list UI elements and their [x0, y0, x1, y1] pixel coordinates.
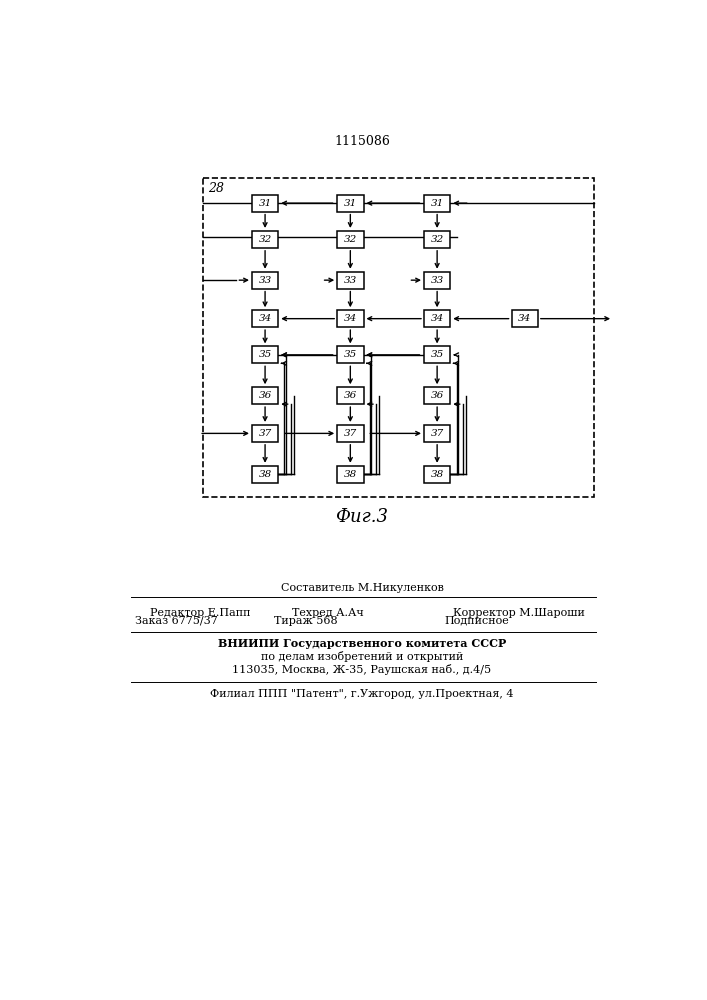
Text: 32: 32 — [344, 235, 357, 244]
Text: 36: 36 — [344, 391, 357, 400]
Bar — [252, 272, 279, 289]
Text: Корректор М.Шароши: Корректор М.Шароши — [452, 608, 585, 618]
Text: 33: 33 — [431, 276, 444, 285]
Bar — [424, 195, 450, 212]
Bar — [252, 195, 279, 212]
Bar — [424, 310, 450, 327]
Text: 28: 28 — [208, 182, 223, 195]
Text: 31: 31 — [344, 199, 357, 208]
Bar — [337, 310, 363, 327]
Text: 34: 34 — [259, 314, 271, 323]
Text: 33: 33 — [259, 276, 271, 285]
Text: 38: 38 — [344, 470, 357, 479]
Bar — [424, 272, 450, 289]
Text: 32: 32 — [431, 235, 444, 244]
Text: 33: 33 — [344, 276, 357, 285]
Text: 34: 34 — [431, 314, 444, 323]
Bar — [424, 387, 450, 404]
Text: 35: 35 — [259, 350, 271, 359]
Text: 113035, Москва, Ж-35, Раушская наб., д.4/5: 113035, Москва, Ж-35, Раушская наб., д.4… — [233, 664, 491, 675]
Bar — [252, 346, 279, 363]
Text: 38: 38 — [259, 470, 271, 479]
Bar — [424, 466, 450, 483]
Bar — [424, 425, 450, 442]
Bar — [337, 195, 363, 212]
Bar — [252, 231, 279, 248]
Text: 37: 37 — [259, 429, 271, 438]
Bar — [337, 231, 363, 248]
Text: 32: 32 — [259, 235, 271, 244]
Text: 34: 34 — [518, 314, 532, 323]
Text: Техред А.Ач: Техред А.Ач — [292, 608, 364, 618]
Text: Тираж 568: Тираж 568 — [274, 615, 338, 626]
Text: Фиг.3: Фиг.3 — [335, 508, 388, 526]
Bar — [252, 310, 279, 327]
Text: 36: 36 — [259, 391, 271, 400]
Text: 31: 31 — [259, 199, 271, 208]
Bar — [337, 425, 363, 442]
Text: по делам изобретений и открытий: по делам изобретений и открытий — [261, 651, 463, 662]
Text: Составитель М.Никуленков: Составитель М.Никуленков — [281, 583, 443, 593]
Bar — [337, 387, 363, 404]
Bar — [252, 425, 279, 442]
Text: 1115086: 1115086 — [334, 135, 390, 148]
Bar — [337, 346, 363, 363]
Text: 35: 35 — [344, 350, 357, 359]
Bar — [252, 466, 279, 483]
Text: 34: 34 — [344, 314, 357, 323]
Text: 36: 36 — [431, 391, 444, 400]
Text: 38: 38 — [431, 470, 444, 479]
Text: 37: 37 — [431, 429, 444, 438]
Bar — [337, 466, 363, 483]
Text: 35: 35 — [431, 350, 444, 359]
Bar — [252, 387, 279, 404]
Text: 37: 37 — [344, 429, 357, 438]
Text: ВНИИПИ Государственного комитета СССР: ВНИИПИ Государственного комитета СССР — [218, 638, 506, 649]
Text: Редактор Е.Папп: Редактор Е.Папп — [151, 608, 251, 618]
Bar — [424, 346, 450, 363]
Bar — [512, 310, 538, 327]
Bar — [203, 178, 594, 497]
Text: Подписное: Подписное — [445, 615, 510, 626]
Bar — [424, 231, 450, 248]
Text: Филиал ППП "Патент", г.Ужгород, ул.Проектная, 4: Филиал ППП "Патент", г.Ужгород, ул.Проек… — [210, 689, 514, 699]
Bar — [337, 272, 363, 289]
Text: Заказ 6775/37: Заказ 6775/37 — [135, 615, 218, 626]
Text: 31: 31 — [431, 199, 444, 208]
